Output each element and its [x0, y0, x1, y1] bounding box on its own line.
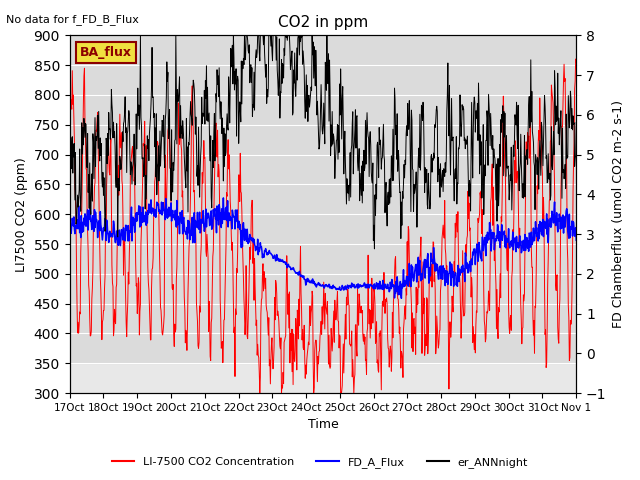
- Title: CO2 in ppm: CO2 in ppm: [278, 15, 368, 30]
- Y-axis label: FD Chamberflux (umol CO2 m-2 s-1): FD Chamberflux (umol CO2 m-2 s-1): [612, 100, 625, 328]
- Text: No data for f_FD_B_Flux: No data for f_FD_B_Flux: [6, 14, 140, 25]
- Legend: LI-7500 CO2 Concentration, FD_A_Flux, er_ANNnight: LI-7500 CO2 Concentration, FD_A_Flux, er…: [108, 452, 532, 472]
- Bar: [70, 36, 576, 363]
- Text: BA_flux: BA_flux: [80, 46, 132, 59]
- Y-axis label: LI7500 CO2 (ppm): LI7500 CO2 (ppm): [15, 157, 28, 272]
- X-axis label: Time: Time: [308, 419, 339, 432]
